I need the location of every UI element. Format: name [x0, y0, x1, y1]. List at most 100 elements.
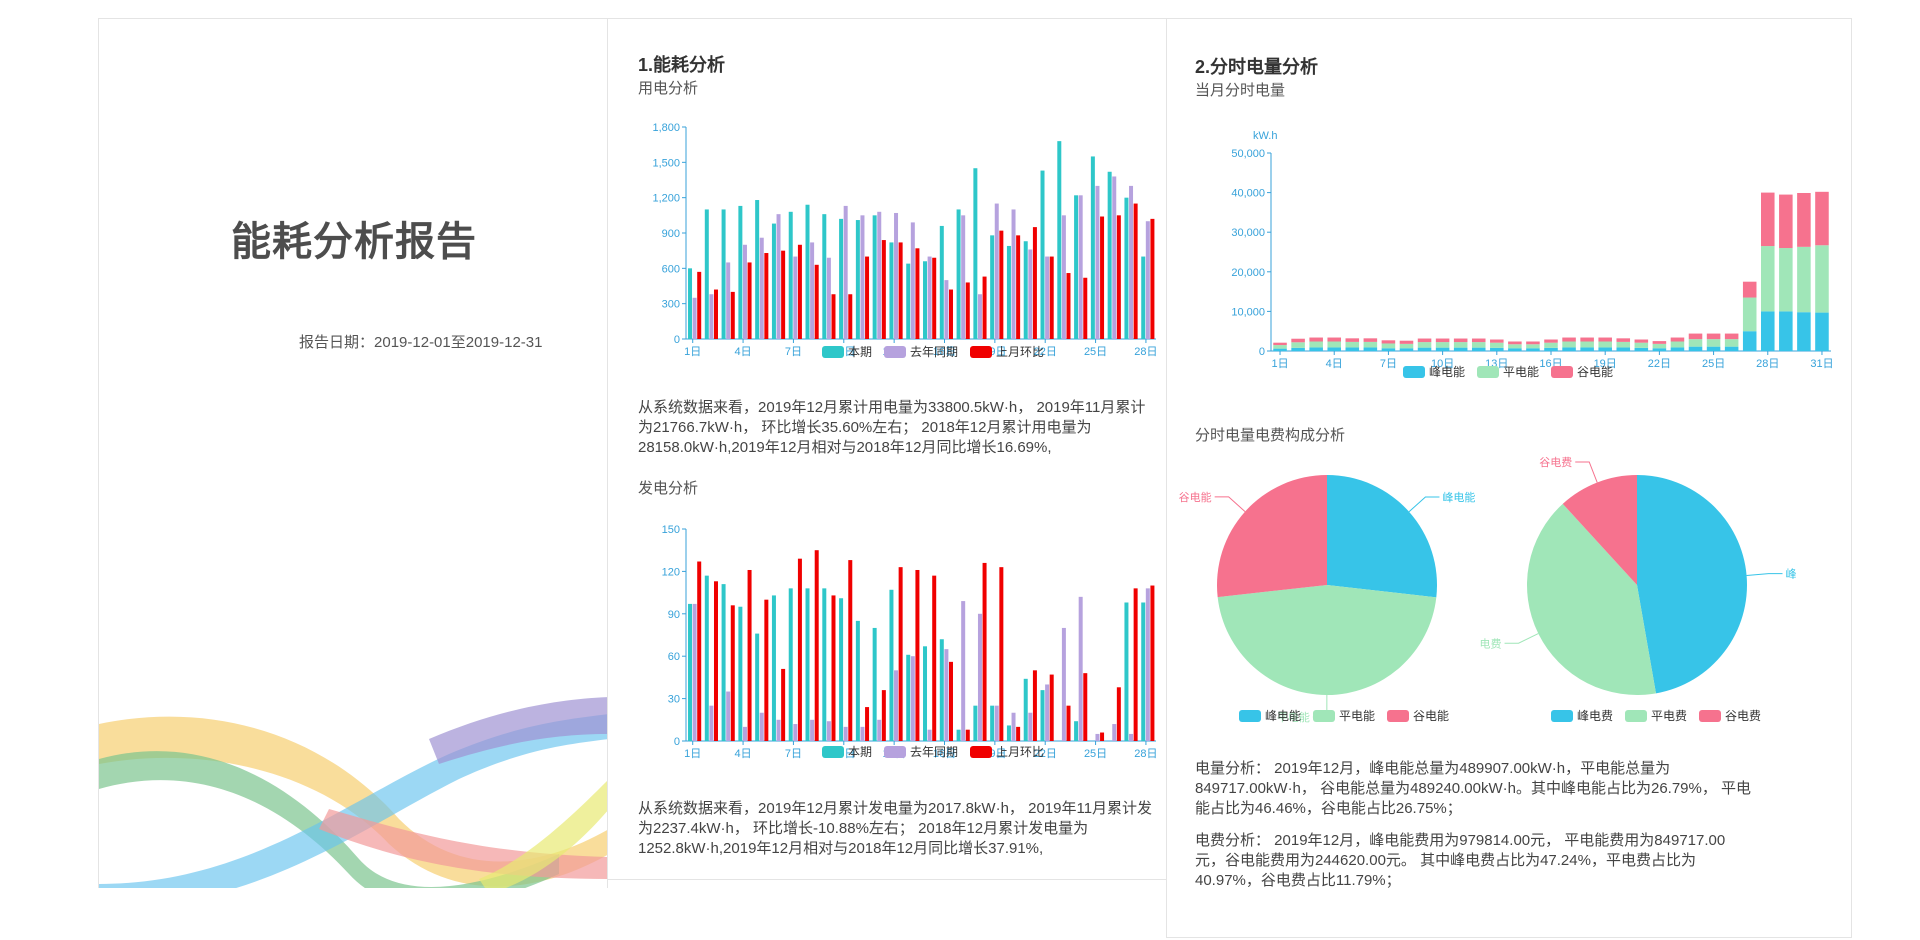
legend-swatch: [884, 345, 907, 358]
stack-segment-valley: [1273, 342, 1287, 346]
legend-swatch: [1477, 365, 1500, 378]
bar-last-year: [860, 215, 865, 339]
stack-subtitle: 当月分时电量: [1195, 82, 1286, 99]
bar-current: [973, 168, 978, 339]
bar-current: [923, 261, 928, 339]
stack-segment-flat: [1417, 342, 1432, 348]
legend-item-current: 本期: [822, 743, 872, 760]
bar-last-year: [1045, 256, 1050, 339]
y-tick-label: 300: [662, 299, 680, 311]
legend-label: 上月环比: [996, 745, 1045, 759]
gen-summary-line: 1252.8kW·h,2019年12月相对与2018年12月同比增长37.91%…: [638, 840, 1044, 857]
stack-segment-flat: [1381, 343, 1396, 349]
bar-last-year: [1129, 733, 1134, 741]
bar-last-year: [1112, 176, 1117, 339]
stack-segment-peak: [1327, 347, 1341, 351]
bar-last-month: [831, 294, 836, 339]
energy-summary-line: 849717.00kW·h， 谷电能总量为489240.00kW·h。其中峰电能…: [1195, 780, 1752, 797]
bar-last-year: [1129, 185, 1134, 339]
legend-label: 平电能: [1339, 709, 1376, 723]
bar-current: [1124, 197, 1129, 339]
stack-segment-flat: [1526, 344, 1540, 349]
y-tick-label: 900: [662, 228, 680, 240]
bar-current: [1074, 721, 1079, 741]
stack-segment-peak: [1742, 331, 1757, 351]
bar-current: [688, 603, 693, 741]
stack-segment-valley: [1779, 194, 1793, 249]
pie-label: 谷电费: [1539, 456, 1572, 469]
bar-last-year: [1145, 588, 1150, 741]
stack-segment-peak: [1363, 347, 1378, 351]
bar-last-month: [965, 729, 970, 741]
bar-last-month: [1150, 585, 1155, 741]
legend-swatch: [1551, 365, 1574, 378]
bar-last-month: [1083, 277, 1088, 339]
bar-current: [906, 654, 911, 741]
legend-swatch: [1313, 709, 1336, 722]
stack-segment-flat: [1453, 342, 1468, 348]
x-tick-label: 7日: [785, 748, 802, 760]
bar-current: [1040, 170, 1045, 339]
legend-item-current: 本期: [822, 343, 872, 360]
bar-last-year: [994, 705, 999, 741]
stack-segment-valley: [1399, 340, 1414, 344]
stack-segment-flat: [1815, 245, 1829, 313]
pie-label: 谷电能: [1179, 490, 1212, 504]
bar-last-month: [982, 276, 987, 339]
bar-last-year: [944, 649, 949, 741]
stack-segment-peak: [1598, 347, 1612, 351]
stack-segment-flat: [1706, 339, 1721, 347]
x-tick-label: 10日: [1431, 358, 1454, 370]
stack-segment-flat: [1363, 341, 1378, 348]
bar-last-month: [747, 569, 752, 741]
bar-last-year: [944, 280, 949, 339]
bar-last-month: [881, 690, 886, 741]
stack-segment-flat: [1761, 246, 1775, 312]
y-tick-label: 0: [674, 334, 680, 346]
stack-segment-peak: [1761, 311, 1775, 351]
pie-slice-peak: [1327, 475, 1437, 598]
legend-item-peak-fee: 峰电费: [1551, 707, 1613, 724]
bar-last-year: [810, 719, 815, 741]
x-tick-label: 22日: [1648, 358, 1671, 370]
bar-current: [839, 218, 844, 339]
bar-current: [990, 235, 995, 339]
bar-last-year: [1078, 596, 1083, 741]
bar-last-year: [776, 214, 781, 339]
legend-label: 峰电能: [1429, 365, 1466, 379]
report-date-value: 2019-12-01至2019-12-31: [374, 334, 543, 351]
bar-last-year: [1061, 627, 1066, 741]
stack-segment-peak: [1616, 347, 1631, 351]
bar-last-month: [1116, 687, 1121, 741]
stack-segment-valley: [1815, 191, 1829, 246]
bar-last-year: [692, 297, 697, 339]
bar-last-month: [965, 282, 970, 339]
x-tick-label: 22日: [1034, 748, 1057, 760]
bar-last-month: [814, 264, 819, 339]
usage-summary-line: 28158.0kW·h,2019年12月相对与2018年12月同比增长16.69…: [638, 439, 1052, 456]
bar-last-year: [877, 719, 882, 741]
stack-segment-valley: [1381, 340, 1396, 344]
bar-last-month: [1083, 673, 1088, 741]
x-tick-label: 19日: [1594, 358, 1617, 370]
bar-last-year: [759, 237, 764, 339]
stack-segment-flat: [1797, 246, 1811, 313]
legend-label: 谷电费: [1725, 709, 1762, 723]
bar-last-year: [860, 726, 865, 741]
bar-current: [1141, 256, 1146, 339]
x-tick-label: 4日: [735, 748, 752, 760]
usage-subtitle: 用电分析: [638, 80, 699, 97]
stack-segment-peak: [1381, 348, 1396, 351]
stack-segment-peak: [1634, 347, 1649, 351]
x-tick-label: 4日: [1326, 358, 1343, 370]
stack-segment-peak: [1309, 347, 1323, 351]
stack-segment-flat: [1309, 341, 1323, 348]
tou-stacked-bar-chart: kW.h 0 10,000 20,000 30,000 40,000 50,000 1日 4日 7…: [1231, 130, 1833, 370]
stack-segment-flat: [1670, 341, 1685, 348]
legend-item-last-year: 去年同期: [884, 743, 958, 760]
stack-segment-peak: [1779, 311, 1793, 351]
legend-label: 平电费: [1651, 709, 1688, 723]
bar-current: [1107, 171, 1112, 339]
stack-segment-valley: [1652, 341, 1667, 344]
